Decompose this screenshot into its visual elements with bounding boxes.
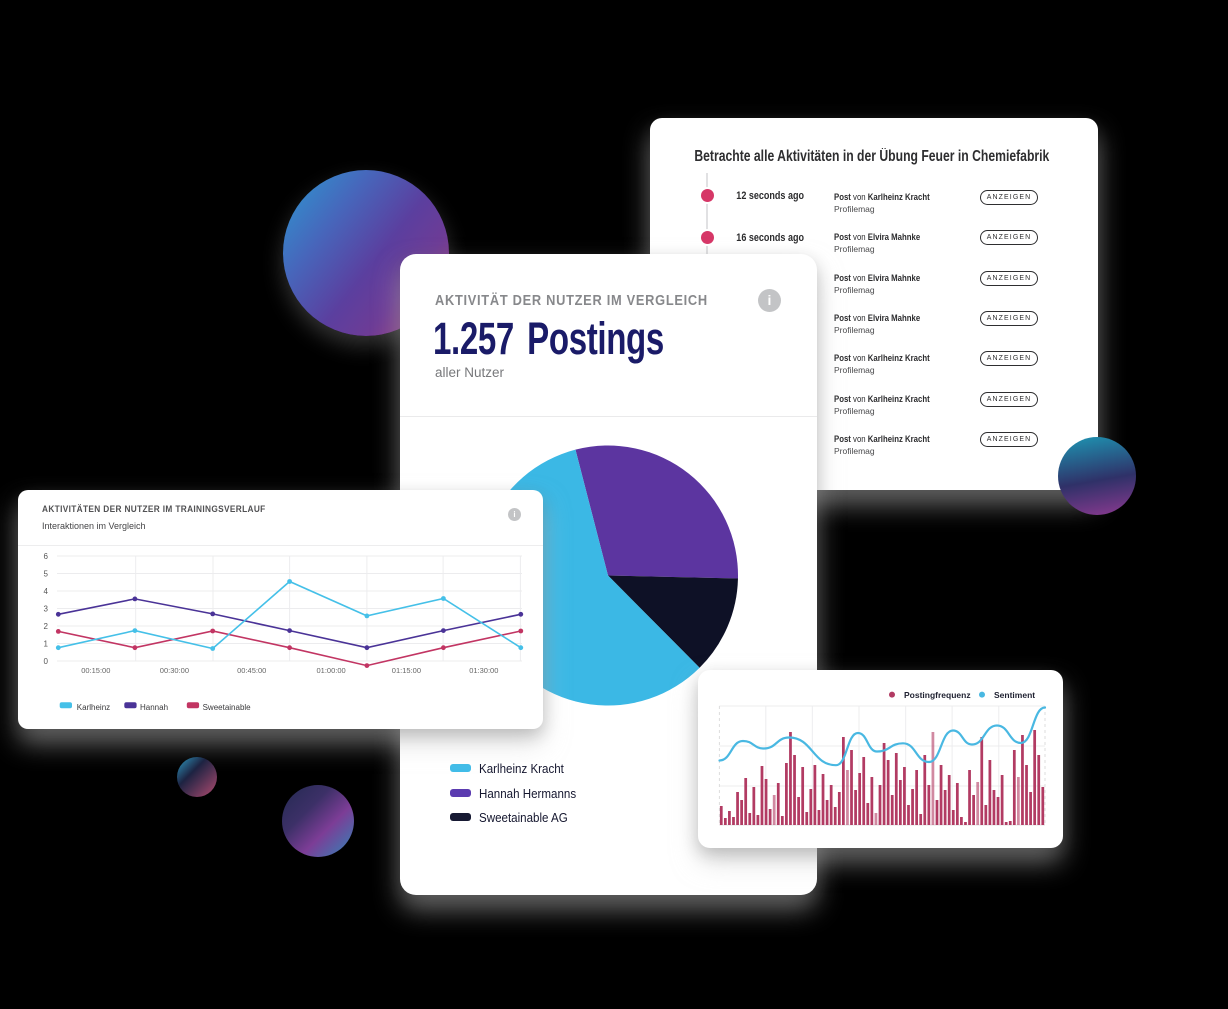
- svg-text:0: 0: [44, 657, 49, 666]
- svg-text:Karlheinz: Karlheinz: [77, 703, 110, 712]
- svg-text:01:00:00: 01:00:00: [316, 666, 345, 675]
- svg-text:Hannah: Hannah: [140, 703, 168, 712]
- svg-text:5: 5: [44, 569, 49, 578]
- svg-text:00:30:00: 00:30:00: [160, 666, 189, 675]
- svg-text:00:15:00: 00:15:00: [81, 666, 110, 675]
- svg-text:3: 3: [44, 604, 49, 613]
- svg-text:1: 1: [44, 639, 49, 648]
- svg-text:2: 2: [44, 622, 49, 631]
- svg-text:00:45:00: 00:45:00: [237, 666, 266, 675]
- svg-text:Sweetainable: Sweetainable: [203, 703, 252, 712]
- svg-text:01:30:00: 01:30:00: [469, 666, 498, 675]
- svg-text:4: 4: [44, 587, 49, 596]
- svg-text:01:15:00: 01:15:00: [392, 666, 421, 675]
- svg-text:Sentiment: Sentiment: [994, 690, 1035, 700]
- svg-text:Postingfrequenz: Postingfrequenz: [904, 690, 971, 700]
- svg-text:6: 6: [44, 552, 49, 561]
